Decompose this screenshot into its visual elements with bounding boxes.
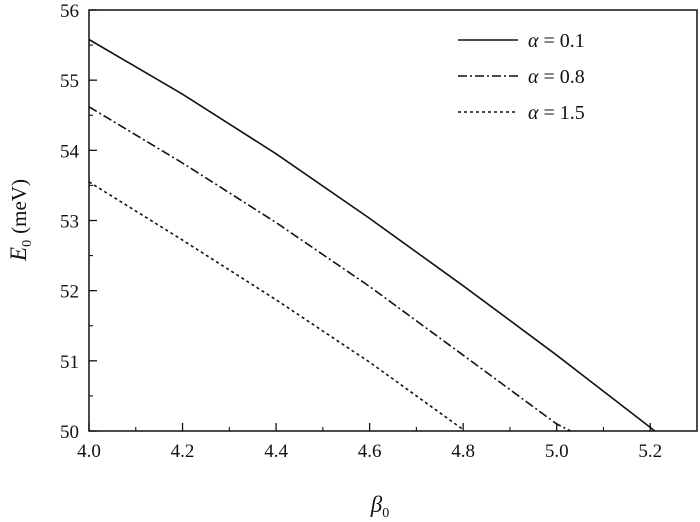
x-tick-label: 4.8: [451, 441, 475, 462]
y-axis-title: E0(meV): [6, 179, 35, 262]
legend-label-3: α = 1.5: [528, 102, 585, 124]
legend: α = 0.1 α = 0.8 α = 1.5: [458, 30, 585, 124]
series-line-2: [88, 106, 572, 432]
series-line-3: [88, 181, 464, 431]
y-tick-label: 52: [60, 282, 79, 303]
x-tick-label: 5.2: [638, 441, 662, 462]
y-tick-label: 51: [60, 352, 79, 373]
legend-label-1: α = 0.1: [528, 30, 585, 52]
x-tick-label: 4.4: [264, 441, 288, 462]
series-lines: [88, 38, 656, 432]
y-tick-label: 50: [60, 422, 79, 443]
y-tick-label: 54: [60, 141, 80, 162]
plot-frame: [88, 9, 698, 432]
x-tick-label: 4.6: [358, 441, 382, 462]
x-axis-title: β0: [370, 492, 389, 521]
x-tick-label: 4.2: [171, 441, 195, 462]
series-line-1: [88, 38, 656, 432]
x-tick-label: 4.0: [77, 441, 101, 462]
y-tick-label: 55: [60, 71, 79, 92]
y-tick-label: 56: [60, 1, 79, 22]
y-tick-label: 53: [60, 212, 79, 233]
x-tick-labels: 4.0 4.2 4.4 4.6 4.8 5.0 5.2: [77, 441, 662, 462]
x-tick-label: 5.0: [545, 441, 569, 462]
y-tick-labels: 50 51 52 53 54 55 56: [60, 1, 80, 443]
legend-label-2: α = 0.8: [528, 66, 585, 88]
